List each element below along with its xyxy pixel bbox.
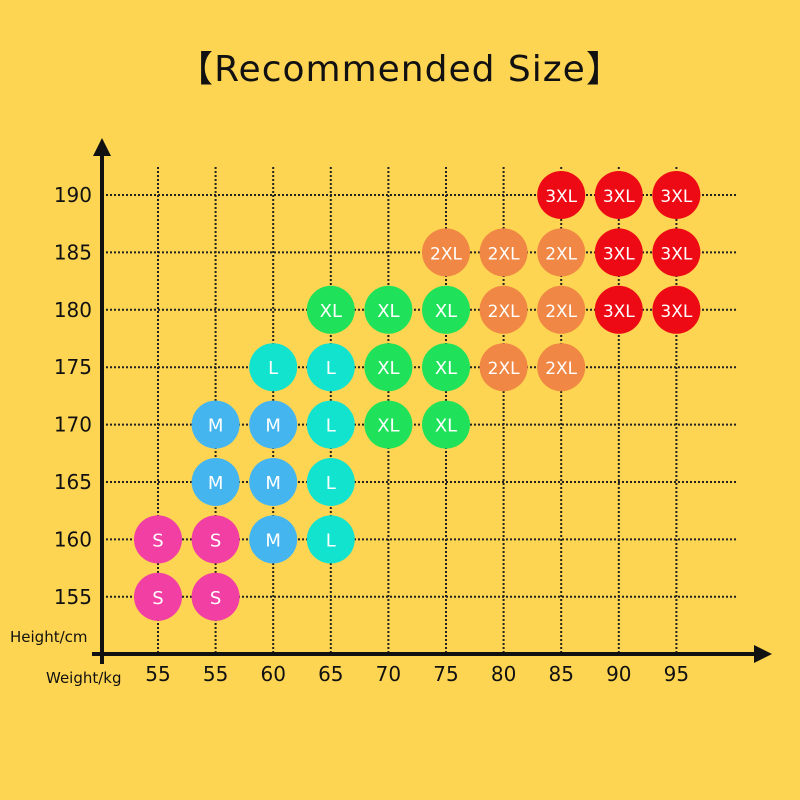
size-bubble-2xl xyxy=(479,343,528,392)
size-label: 2XL xyxy=(430,244,462,264)
size-label: S xyxy=(210,530,221,551)
x-axis-arrow xyxy=(754,645,772,663)
size-label: XL xyxy=(377,301,399,322)
x-tick-label: 85 xyxy=(548,662,573,686)
y-tick-label: 185 xyxy=(54,240,92,264)
y-tick-label: 170 xyxy=(54,413,92,437)
size-label: L xyxy=(268,358,278,379)
size-bubble-3xl xyxy=(652,285,701,334)
y-tick-label: 180 xyxy=(54,298,92,322)
size-bubble-2xl xyxy=(479,285,528,334)
size-bubble-s xyxy=(191,515,240,564)
size-bubble-2xl xyxy=(479,228,528,277)
size-label: XL xyxy=(435,301,457,322)
size-bubble-m xyxy=(191,458,240,506)
size-label: 3XL xyxy=(603,302,635,322)
size-bubble-2xl xyxy=(537,343,586,392)
size-label: XL xyxy=(435,416,457,437)
size-label: 3XL xyxy=(660,187,692,207)
size-bubble-xl xyxy=(364,400,413,449)
size-bubble-xl xyxy=(364,285,413,334)
size-label: 2XL xyxy=(545,359,577,379)
size-label: XL xyxy=(377,416,399,437)
size-bubble-s xyxy=(191,572,240,621)
size-bubble-xl xyxy=(422,400,470,449)
size-bubble-3xl xyxy=(594,228,643,277)
size-bubble-3xl xyxy=(594,171,643,219)
size-label: 3XL xyxy=(660,244,692,264)
y-tick-label: 165 xyxy=(54,470,92,494)
x-tick-label: 75 xyxy=(433,662,458,686)
x-tick-label: 65 xyxy=(318,662,343,686)
size-label: M xyxy=(208,473,224,494)
size-label: M xyxy=(265,530,281,551)
size-label: S xyxy=(152,588,163,609)
x-tick-label: 80 xyxy=(491,662,516,686)
size-label: M xyxy=(208,416,224,437)
size-label: XL xyxy=(377,358,399,379)
size-label: 3XL xyxy=(603,187,635,207)
x-tick-label: 90 xyxy=(606,662,631,686)
size-label: S xyxy=(210,588,221,609)
x-tick-label: 55 xyxy=(145,662,170,686)
size-bubble-s xyxy=(134,572,182,621)
size-label: M xyxy=(265,473,281,494)
size-label: L xyxy=(326,358,336,379)
size-bubble-l xyxy=(249,343,298,392)
size-bubble-3xl xyxy=(537,171,586,219)
size-bubble-m xyxy=(249,400,298,449)
size-bubble-m xyxy=(249,515,298,564)
size-label: 2XL xyxy=(545,302,577,322)
y-tick-label: 155 xyxy=(54,585,92,609)
size-bubble-3xl xyxy=(594,285,643,334)
size-bubble-m xyxy=(249,458,298,506)
size-label: L xyxy=(326,416,336,437)
size-label: 2XL xyxy=(488,302,520,322)
size-bubble-l xyxy=(306,400,355,449)
size-bubble-2xl xyxy=(422,228,470,277)
size-bubble-xl xyxy=(306,285,355,334)
y-axis-label: Height/cm xyxy=(10,628,88,646)
x-tick-label: 95 xyxy=(664,662,689,686)
size-bubble-2xl xyxy=(537,285,586,334)
x-tick-label: 70 xyxy=(376,662,401,686)
size-bubble-2xl xyxy=(537,228,586,277)
y-tick-label: 190 xyxy=(54,183,92,207)
size-bubble-xl xyxy=(422,285,470,334)
size-bubble-m xyxy=(191,400,240,449)
x-tick-label: 60 xyxy=(260,662,285,686)
size-bubble-s xyxy=(134,515,182,564)
size-label: XL xyxy=(435,358,457,379)
size-bubble-xl xyxy=(422,343,470,392)
size-bubble-xl xyxy=(364,343,413,392)
size-bubble-l xyxy=(306,458,355,506)
size-label: S xyxy=(152,530,163,551)
size-label: XL xyxy=(320,301,342,322)
x-axis-label: Weight/kg xyxy=(46,669,122,687)
size-bubble-3xl xyxy=(652,228,701,277)
x-tick-label: 55 xyxy=(203,662,228,686)
size-bubble-l xyxy=(306,343,355,392)
size-bubble-3xl xyxy=(652,171,701,219)
y-axis-arrow xyxy=(93,138,111,156)
size-label: 3XL xyxy=(545,187,577,207)
size-label: 3XL xyxy=(660,302,692,322)
size-label: 3XL xyxy=(603,244,635,264)
size-bubble-l xyxy=(306,515,355,564)
size-label: L xyxy=(326,473,336,494)
size-label: 2XL xyxy=(488,359,520,379)
chart-title: 【Recommended Size】 xyxy=(177,49,623,90)
size-label: L xyxy=(326,530,336,551)
y-tick-label: 160 xyxy=(54,527,92,551)
size-label: 2XL xyxy=(488,244,520,264)
y-tick-label: 175 xyxy=(54,355,92,379)
size-label: M xyxy=(265,416,281,437)
size-label: 2XL xyxy=(545,244,577,264)
